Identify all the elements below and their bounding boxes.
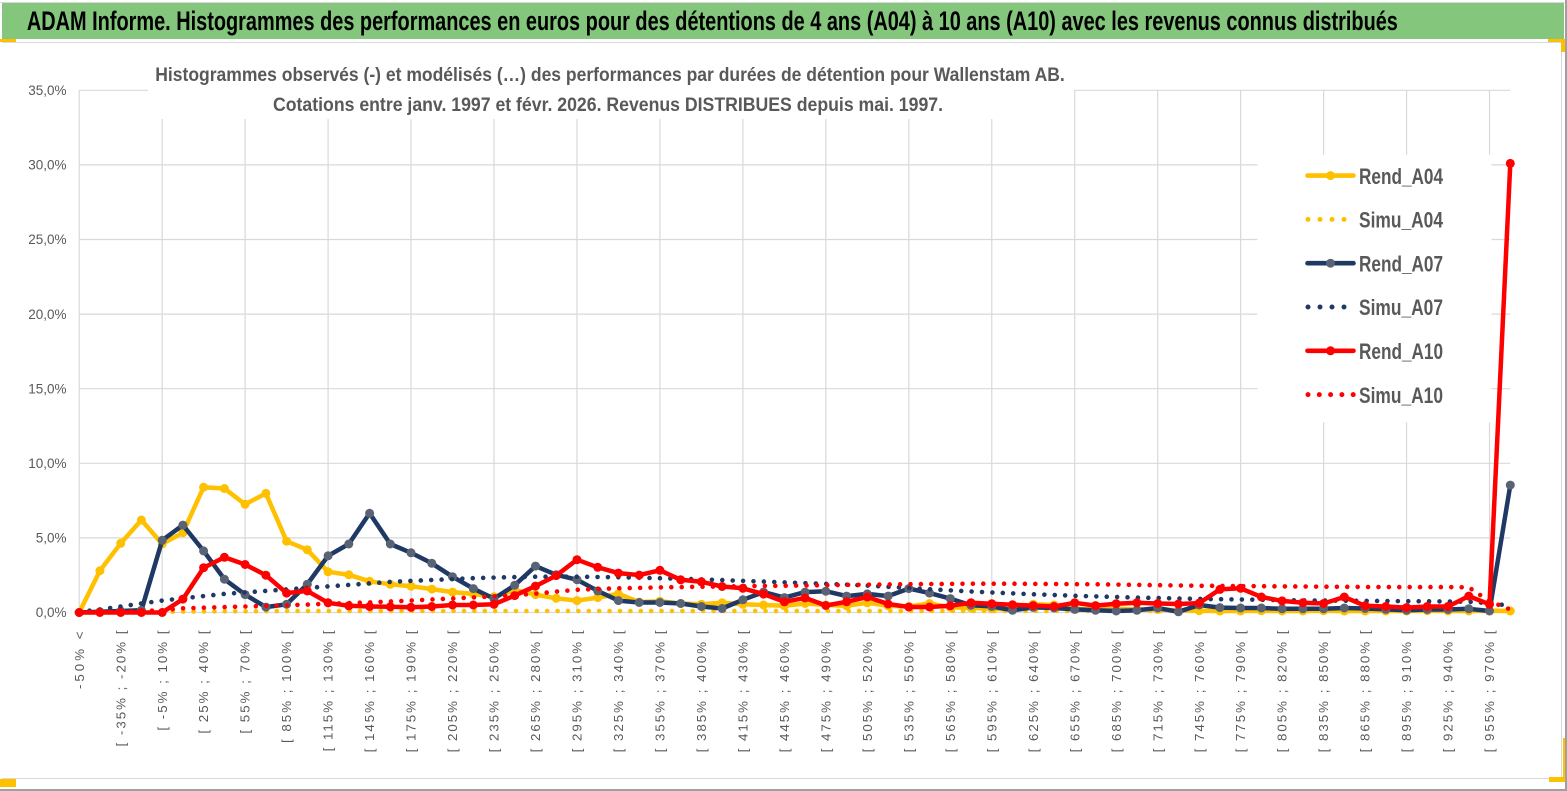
svg-text:Simu_A04: Simu_A04 bbox=[1359, 208, 1443, 233]
svg-text:Histogrammes observés (-) et m: Histogrammes observés (-) et modélisés (… bbox=[155, 65, 1065, 86]
svg-text:[ 715% ; 730% [: [ 715% ; 730% [ bbox=[1150, 629, 1165, 753]
svg-text:[ 955% ; 970% [: [ 955% ; 970% [ bbox=[1482, 629, 1497, 753]
svg-text:[ 925% ; 940% [: [ 925% ; 940% [ bbox=[1441, 629, 1456, 753]
svg-text:[ 535% ; 550% [: [ 535% ; 550% [ bbox=[901, 629, 916, 753]
svg-text:[ 55% ; 70% [: [ 55% ; 70% [ bbox=[238, 629, 253, 734]
svg-text:0,0%: 0,0% bbox=[36, 605, 67, 620]
svg-text:[ 475% ; 490% [: [ 475% ; 490% [ bbox=[818, 629, 833, 753]
svg-text:[ 175% ; 190% [: [ 175% ; 190% [ bbox=[404, 629, 419, 753]
svg-text:[ 655% ; 670% [: [ 655% ; 670% [ bbox=[1067, 629, 1082, 753]
svg-text:Rend_A04: Rend_A04 bbox=[1359, 164, 1443, 189]
svg-text:[ 895% ; 910% [: [ 895% ; 910% [ bbox=[1399, 629, 1414, 753]
svg-text:20,0%: 20,0% bbox=[28, 307, 66, 322]
svg-text:[ 265% ; 280% [: [ 265% ; 280% [ bbox=[528, 629, 543, 753]
svg-text:[ 25% ; 40% [: [ 25% ; 40% [ bbox=[196, 629, 211, 734]
svg-text:[ 685% ; 700% [: [ 685% ; 700% [ bbox=[1109, 629, 1124, 753]
svg-text:Rend_A10: Rend_A10 bbox=[1359, 339, 1443, 364]
svg-text:[ 205% ; 220% [: [ 205% ; 220% [ bbox=[445, 629, 460, 753]
svg-text:[ 745% ; 760% [: [ 745% ; 760% [ bbox=[1192, 629, 1207, 753]
svg-text:-50% <: -50% < bbox=[72, 629, 87, 690]
svg-text:Simu_A10: Simu_A10 bbox=[1359, 383, 1443, 408]
svg-text:[ 775% ; 790% [: [ 775% ; 790% [ bbox=[1233, 629, 1248, 753]
svg-text:[ 835% ; 850% [: [ 835% ; 850% [ bbox=[1316, 629, 1331, 753]
svg-text:[ 145% ; 160% [: [ 145% ; 160% [ bbox=[362, 629, 377, 753]
svg-text:10,0%: 10,0% bbox=[28, 456, 66, 471]
svg-text:Cotations entre janv. 1997 et: Cotations entre janv. 1997 et févr. 2026… bbox=[273, 95, 943, 116]
svg-text:[ 805% ; 820% [: [ 805% ; 820% [ bbox=[1275, 629, 1290, 753]
svg-text:35,0%: 35,0% bbox=[28, 83, 66, 98]
svg-text:[ 355% ; 370% [: [ 355% ; 370% [ bbox=[653, 629, 668, 753]
svg-text:5,0%: 5,0% bbox=[36, 531, 67, 546]
svg-text:[ 415% ; 430% [: [ 415% ; 430% [ bbox=[736, 629, 751, 753]
svg-text:[ -5% ; 10% [: [ -5% ; 10% [ bbox=[155, 629, 170, 731]
svg-text:[ 505% ; 520% [: [ 505% ; 520% [ bbox=[860, 629, 875, 753]
svg-text:[ 625% ; 640% [: [ 625% ; 640% [ bbox=[1026, 629, 1041, 753]
svg-text:[ 595% ; 610% [: [ 595% ; 610% [ bbox=[984, 629, 999, 753]
svg-text:[ 235% ; 250% [: [ 235% ; 250% [ bbox=[487, 629, 502, 753]
svg-text:[ 565% ; 580% [: [ 565% ; 580% [ bbox=[943, 629, 958, 753]
svg-text:ADAM Informe. Histogrammes des: ADAM Informe. Histogrammes des performan… bbox=[27, 6, 1398, 36]
svg-text:[ 445% ; 460% [: [ 445% ; 460% [ bbox=[777, 629, 792, 753]
svg-text:Simu_A07: Simu_A07 bbox=[1359, 295, 1443, 320]
svg-text:15,0%: 15,0% bbox=[28, 381, 66, 396]
svg-text:[ 865% ; 880% [: [ 865% ; 880% [ bbox=[1358, 629, 1373, 753]
svg-text:[ -35% ; -20% [: [ -35% ; -20% [ bbox=[113, 629, 128, 747]
svg-text:25,0%: 25,0% bbox=[28, 232, 66, 247]
svg-text:[ 115% ; 130% [: [ 115% ; 130% [ bbox=[321, 629, 336, 752]
svg-text:Rend_A07: Rend_A07 bbox=[1359, 251, 1443, 276]
svg-text:[ 325% ; 340% [: [ 325% ; 340% [ bbox=[611, 629, 626, 753]
svg-text:30,0%: 30,0% bbox=[28, 158, 66, 173]
svg-text:[ 85% ; 100% [: [ 85% ; 100% [ bbox=[279, 629, 294, 743]
svg-text:[ 295% ; 310% [: [ 295% ; 310% [ bbox=[570, 629, 585, 753]
svg-text:[ 385% ; 400% [: [ 385% ; 400% [ bbox=[694, 629, 709, 753]
